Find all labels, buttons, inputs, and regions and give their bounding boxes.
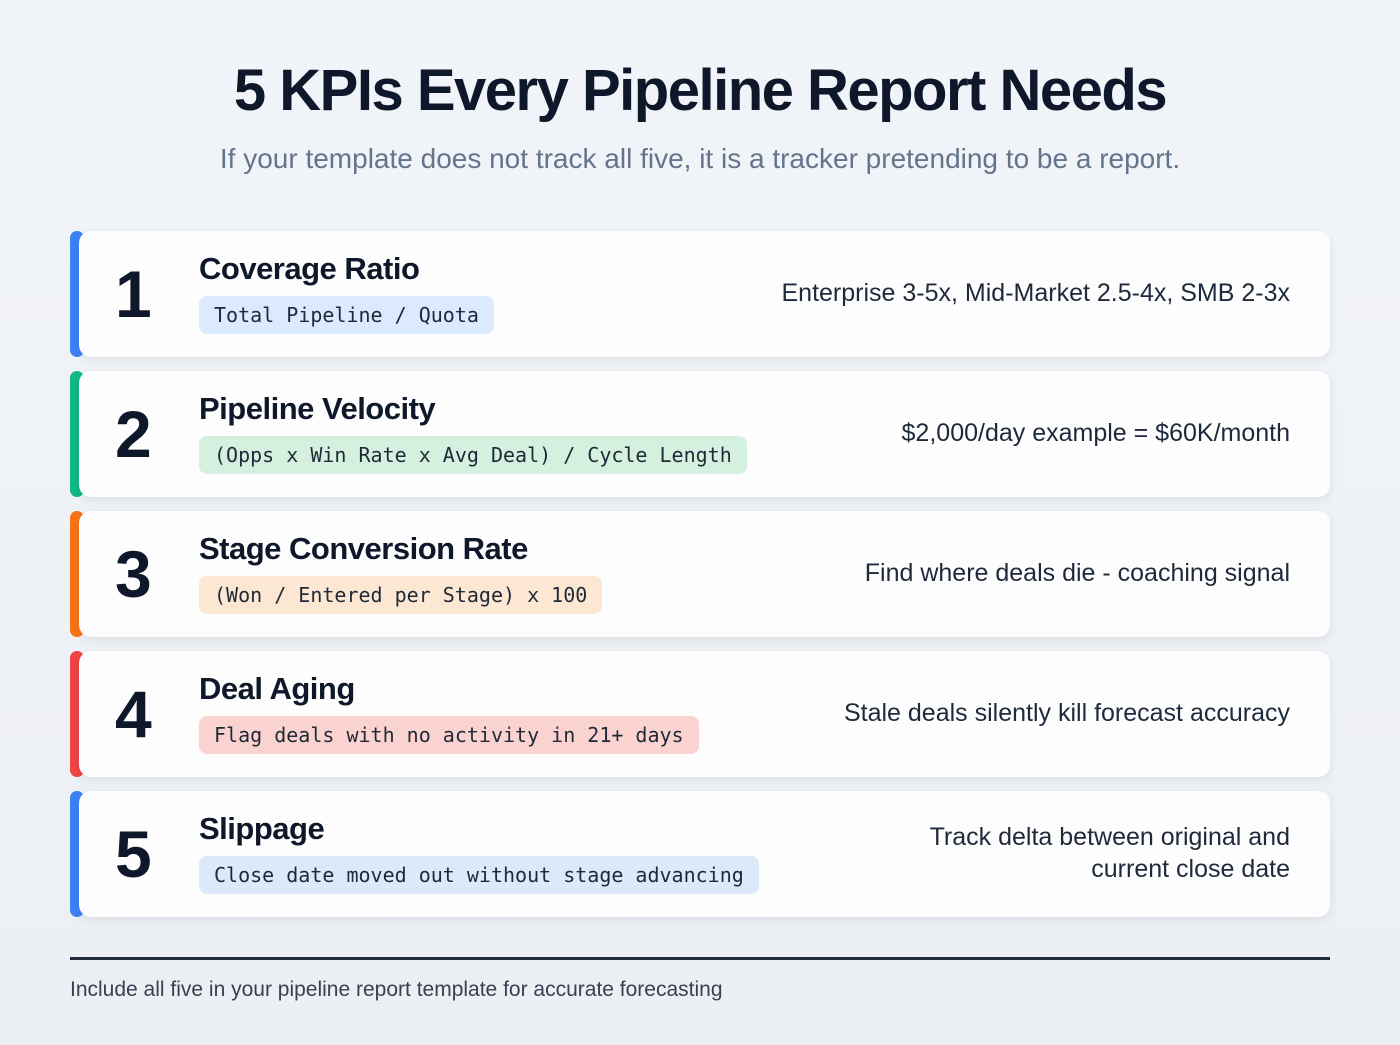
kpi-title: Coverage Ratio: [199, 251, 420, 287]
kpi-title: Slippage: [199, 811, 325, 847]
kpi-number: 4: [115, 676, 152, 751]
kpi-note: Enterprise 3-5x, Mid-Market 2.5-4x, SMB …: [781, 279, 1291, 308]
kpi-number: 2: [115, 396, 152, 471]
kpi-number: 3: [115, 536, 152, 611]
kpi-number: 5: [115, 816, 152, 891]
page-title: 5 KPIs Every Pipeline Report Needs: [233, 58, 1168, 123]
kpi-formula-badge: (Won / Entered per Stage) x 100: [199, 575, 603, 614]
kpi-formula-badge: Flag deals with no activity in 21+ days: [199, 715, 699, 754]
kpi-note: Track delta between original and current…: [929, 823, 1290, 883]
kpi-note: Stale deals silently kill forecast accur…: [843, 699, 1290, 728]
kpi-title: Pipeline Velocity: [199, 391, 436, 427]
kpi-card: 1 Coverage Ratio Total Pipeline / Quota …: [70, 230, 1330, 357]
footer-divider: [70, 956, 1330, 960]
kpi-card-list: 1 Coverage Ratio Total Pipeline / Quota …: [70, 230, 1330, 917]
kpi-card: 4 Deal Aging Flag deals with no activity…: [70, 650, 1330, 777]
kpi-formula-badge: (Opps x Win Rate x Avg Deal) / Cycle Len…: [199, 435, 747, 474]
kpi-card: 5 Slippage Close date moved out without …: [70, 790, 1330, 917]
kpi-card: 3 Stage Conversion Rate (Won / Entered p…: [70, 510, 1330, 637]
kpi-card: 2 Pipeline Velocity (Opps x Win Rate x A…: [70, 370, 1330, 497]
kpi-formula-badge: Close date moved out without stage advan…: [199, 855, 759, 894]
page-subtitle: If your template does not track all five…: [219, 142, 1181, 174]
kpi-note: Find where deals die - coaching signal: [864, 559, 1290, 588]
kpi-formula-badge: Total Pipeline / Quota: [199, 295, 494, 334]
kpi-title: Deal Aging: [199, 671, 355, 707]
kpi-number: 1: [115, 256, 152, 331]
kpi-note: $2,000/day example = $60K/month: [901, 419, 1290, 448]
footer-note: Include all five in your pipeline report…: [70, 977, 723, 1001]
kpi-title: Stage Conversion Rate: [199, 531, 528, 567]
